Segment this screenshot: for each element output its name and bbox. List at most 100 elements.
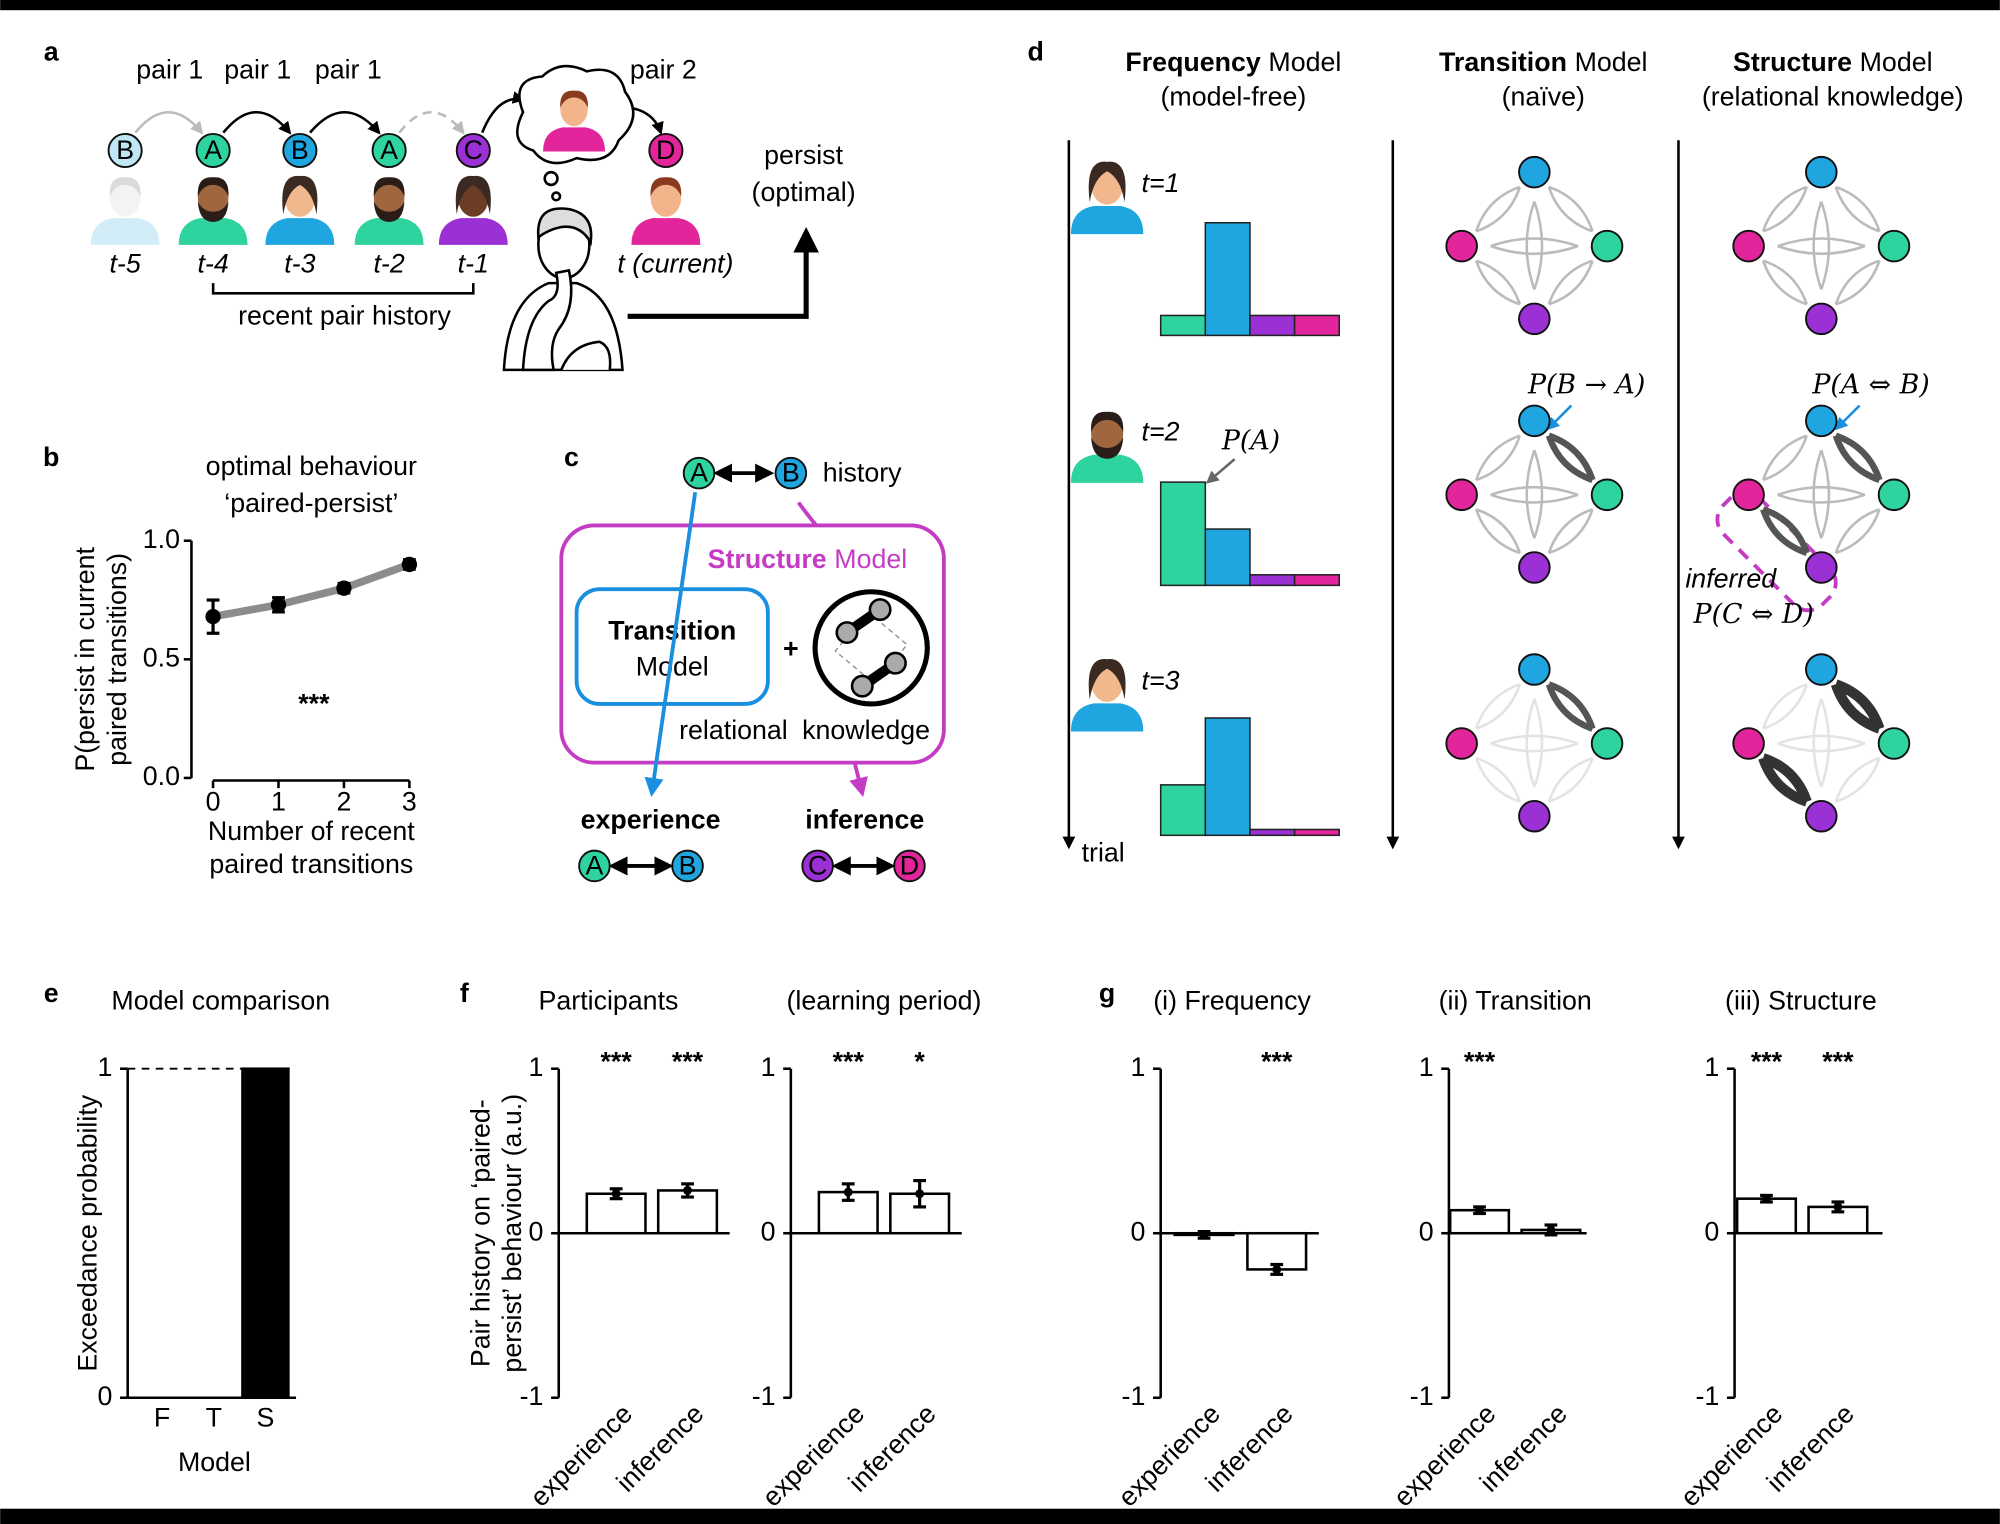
network-edge bbox=[1475, 259, 1522, 305]
head bbox=[109, 178, 141, 217]
shirt bbox=[1070, 703, 1144, 732]
head bbox=[1091, 413, 1124, 454]
significance: *** bbox=[1261, 1047, 1293, 1077]
node bbox=[1805, 404, 1838, 438]
shirt bbox=[438, 218, 508, 245]
network-edge bbox=[1474, 260, 1521, 306]
point bbox=[336, 580, 352, 596]
node bbox=[1518, 302, 1551, 336]
beard bbox=[197, 201, 229, 222]
panel-label: a bbox=[44, 37, 60, 67]
mean-dot bbox=[843, 1187, 853, 1197]
shirt bbox=[178, 218, 248, 245]
network-edge bbox=[1548, 185, 1594, 232]
person-icon bbox=[1070, 161, 1144, 235]
y-tick-label: 1 bbox=[761, 1052, 776, 1082]
shirt bbox=[631, 218, 701, 245]
model-note: (naïve) bbox=[1502, 81, 1585, 111]
node bbox=[1732, 229, 1765, 263]
network-edge bbox=[1533, 449, 1544, 539]
annotation: P(B → A) bbox=[1527, 369, 1645, 400]
node bbox=[774, 456, 808, 490]
model-note: (model-free) bbox=[1160, 81, 1306, 111]
x-tick-label: 1 bbox=[271, 787, 286, 817]
bar bbox=[1159, 481, 1207, 587]
network-edge bbox=[1820, 698, 1831, 788]
y-tick-label: 0 bbox=[97, 1381, 112, 1411]
hair bbox=[536, 207, 593, 247]
pair-label: pair 2 bbox=[630, 54, 697, 84]
node bbox=[1590, 229, 1624, 263]
network-edge bbox=[1835, 260, 1881, 306]
knowledge-node bbox=[868, 598, 892, 622]
network-edge bbox=[1834, 186, 1880, 233]
hair bbox=[1088, 659, 1126, 700]
pair-label: pair 1 bbox=[224, 54, 291, 84]
network-edge bbox=[1547, 432, 1596, 482]
y-axis-label: P(persist in current bbox=[70, 546, 100, 771]
outcome-label: persist bbox=[764, 140, 843, 170]
network-edge bbox=[1545, 683, 1594, 732]
shape bbox=[796, 501, 818, 527]
significance: *** bbox=[833, 1047, 865, 1077]
shirt bbox=[1070, 454, 1144, 483]
pair-label: pair 1 bbox=[315, 54, 382, 84]
network-edge bbox=[1760, 508, 1808, 556]
chart-title: (ii) Transition bbox=[1439, 985, 1592, 1015]
thinking-man bbox=[502, 207, 624, 372]
shape bbox=[134, 110, 204, 135]
network-edge bbox=[1475, 508, 1522, 554]
chart-title: Model comparison bbox=[111, 985, 330, 1015]
hair bbox=[373, 177, 405, 197]
history-bracket bbox=[211, 283, 475, 295]
bar bbox=[585, 1192, 647, 1235]
node-label: B bbox=[291, 135, 309, 165]
network-edge bbox=[1474, 185, 1521, 232]
model-suffix: Model bbox=[1575, 47, 1648, 77]
mean-dot bbox=[1762, 1194, 1771, 1204]
network-edge bbox=[1545, 434, 1594, 484]
network-edge bbox=[1475, 756, 1522, 803]
person-icon bbox=[1070, 659, 1144, 732]
significance: *** bbox=[672, 1047, 704, 1077]
network-edge bbox=[1547, 508, 1593, 554]
x-tick-label: experience bbox=[1388, 1399, 1502, 1513]
mean-dot bbox=[1272, 1264, 1282, 1274]
node bbox=[1518, 799, 1551, 833]
x-tick-label: 0 bbox=[206, 787, 221, 817]
network-edge bbox=[1474, 434, 1521, 481]
knowledge-node bbox=[883, 651, 907, 675]
shirt bbox=[354, 218, 424, 245]
node-label: C bbox=[464, 135, 483, 165]
network-edge bbox=[1525, 449, 1536, 539]
node-label: D bbox=[656, 135, 675, 165]
node bbox=[1877, 727, 1911, 760]
time-label: t-2 bbox=[373, 248, 404, 278]
network-edge bbox=[1777, 734, 1866, 745]
plus-sign: + bbox=[783, 633, 799, 663]
y-axis-label: Pair history on ‘paired- bbox=[465, 1099, 495, 1367]
chart-title: (iii) Structure bbox=[1725, 985, 1877, 1015]
network-edge bbox=[1761, 260, 1808, 306]
knowledge-node bbox=[835, 621, 859, 645]
y-axis-label: persist’ behaviour (a.u.) bbox=[497, 1094, 527, 1373]
model-note: (relational knowledge) bbox=[1702, 81, 1964, 111]
network-edge bbox=[1533, 698, 1544, 788]
beard bbox=[373, 201, 405, 222]
relational-label: relational bbox=[679, 715, 788, 745]
model-suffix: Model bbox=[1860, 47, 1933, 77]
panel-label: b bbox=[43, 442, 59, 472]
node-label: A bbox=[380, 135, 398, 165]
node bbox=[1732, 727, 1765, 760]
y-tick-label: 0 bbox=[761, 1216, 776, 1246]
node bbox=[1877, 229, 1911, 263]
node bbox=[1805, 799, 1838, 833]
node bbox=[1805, 155, 1838, 189]
mean-dot bbox=[1475, 1205, 1484, 1215]
shirt bbox=[1070, 206, 1144, 235]
structure-suffix: Model bbox=[834, 544, 907, 574]
series-line bbox=[209, 560, 414, 621]
x-tick-label: experience bbox=[524, 1399, 638, 1513]
chart-title: (i) Frequency bbox=[1153, 985, 1311, 1015]
